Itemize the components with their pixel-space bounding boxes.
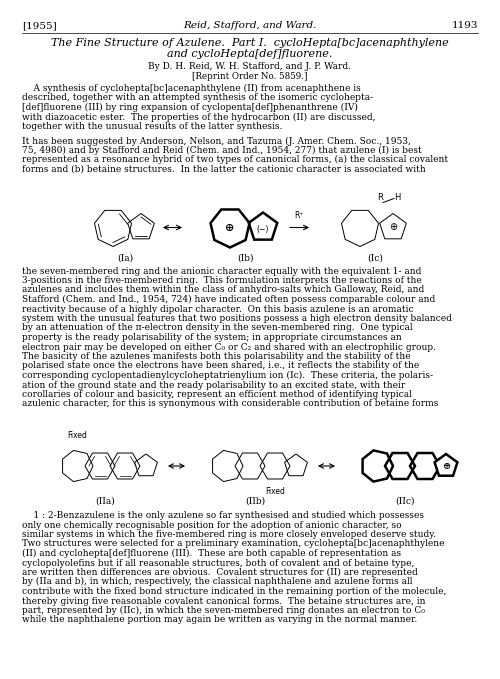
Text: It has been suggested by Anderson, Nelson, and Tazuma (J. Amer. Chem. Soc., 1953: It has been suggested by Anderson, Nelso… (22, 136, 411, 145)
Text: system with the unusual features that two positions possess a high electron dens: system with the unusual features that tw… (22, 314, 452, 323)
Text: together with the unusual results of the latter synthesis.: together with the unusual results of the… (22, 122, 282, 131)
Text: Fixed: Fixed (265, 487, 285, 496)
Text: are written then differences are obvious.  Covalent structures for (II) are repr: are written then differences are obvious… (22, 568, 418, 577)
Text: ⊕: ⊕ (442, 461, 450, 471)
Text: [Reprint Order No. 5859.]: [Reprint Order No. 5859.] (192, 72, 308, 81)
Text: ⊕: ⊕ (389, 223, 397, 232)
Text: azulenic character, for this is synonymous with considerable contribution of bet: azulenic character, for this is synonymo… (22, 399, 438, 409)
Text: only one chemically recognisable position for the adoption of anionic character,: only one chemically recognisable positio… (22, 521, 402, 530)
Text: represented as a resonance hybrid of two types of canonical forms, (a) the class: represented as a resonance hybrid of two… (22, 155, 448, 164)
Text: thereby giving five reasonable covalent canonical forms.  The betaine structures: thereby giving five reasonable covalent … (22, 596, 425, 606)
Text: R: R (377, 193, 383, 202)
Text: similar systems in which the five-membered ring is more closely enveloped deserv: similar systems in which the five-member… (22, 530, 436, 539)
Text: (II) and cyclohepta[def]fluorene (III).  These are both capable of representatio: (II) and cyclohepta[def]fluorene (III). … (22, 549, 401, 558)
Text: The Fine Structure of Azulene.  Part I.  cycloHepta[bc]acenaphthylene: The Fine Structure of Azulene. Part I. c… (51, 38, 449, 48)
Text: The basicity of the azulenes manifests both this polarisability and the stabilit: The basicity of the azulenes manifests b… (22, 352, 410, 361)
Text: Stafford (Chem. and Ind., 1954, 724) have indicated often possess comparable col: Stafford (Chem. and Ind., 1954, 724) hav… (22, 295, 435, 304)
Text: R⁺: R⁺ (294, 210, 304, 219)
Text: (Ib): (Ib) (237, 253, 254, 263)
Text: corresponding cyclopentadienylcycloheptatrienylium ion (Ic).  These criteria, th: corresponding cyclopentadienylcyclohepta… (22, 371, 433, 380)
Text: polarised state once the electrons have been shared, i.e., it reflects the stabi: polarised state once the electrons have … (22, 361, 419, 371)
Text: while the naphthalene portion may again be written as varying in the normal mann: while the naphthalene portion may again … (22, 615, 417, 625)
Text: 1193: 1193 (452, 21, 478, 30)
Polygon shape (434, 454, 458, 476)
Text: reactivity because of a highly dipolar character.  On this basis azulene is an a: reactivity because of a highly dipolar c… (22, 304, 413, 314)
Text: [def]fluorene (III) by ring expansion of cyclopenta[def]phenanthrene (IV): [def]fluorene (III) by ring expansion of… (22, 103, 358, 112)
Text: A synthesis of cyclohepta[bc]acenaphthylene (II) from acenaphthene is: A synthesis of cyclohepta[bc]acenaphthyl… (22, 84, 361, 93)
Text: by (IIa and b), in which, respectively, the classical naphthalene and azulene fo: by (IIa and b), in which, respectively, … (22, 577, 412, 587)
Text: H: H (394, 193, 400, 202)
Text: electron pair may be developed on either C₀ or C₂ and shared with an electrophil: electron pair may be developed on either… (22, 342, 436, 352)
Text: (Ia): (Ia) (117, 253, 133, 263)
Text: Fixed: Fixed (67, 431, 87, 440)
Text: (Ic): (Ic) (367, 253, 383, 263)
Text: and cycloHepta[def]fluorene.: and cycloHepta[def]fluorene. (168, 49, 332, 59)
Text: By D. H. Reid, W. H. Stafford, and J. P. Ward.: By D. H. Reid, W. H. Stafford, and J. P.… (148, 62, 352, 71)
Text: (−): (−) (257, 225, 269, 234)
Text: cyclopolyolefins but if all reasonable structures, both of covalent and of betai: cyclopolyolefins but if all reasonable s… (22, 559, 414, 568)
Text: forms and (b) betaine structures.  In the latter the cationic character is assoc: forms and (b) betaine structures. In the… (22, 165, 426, 174)
Text: corollaries of colour and basicity, represent an efficient method of identifying: corollaries of colour and basicity, repr… (22, 390, 412, 399)
Text: ation of the ground state and the ready polarisability to an excited state, with: ation of the ground state and the ready … (22, 380, 405, 390)
Text: Reid, Stafford, and Ward.: Reid, Stafford, and Ward. (184, 21, 316, 30)
Text: (IIa): (IIa) (95, 497, 115, 506)
Text: by an attenuation of the π-electron density in the seven-membered ring.  One typ: by an attenuation of the π-electron dens… (22, 323, 412, 333)
Text: contribute with the fixed bond structure indicated in the remaining portion of t: contribute with the fixed bond structure… (22, 587, 446, 596)
Text: Two structures were selected for a preliminary examination, cyclohepta[bc]acenap: Two structures were selected for a preli… (22, 540, 444, 549)
Text: the seven-membered ring and the anionic character equally with the equivalent 1-: the seven-membered ring and the anionic … (22, 266, 421, 276)
Text: 75, 4980) and by Stafford and Reid (Chem. and Ind., 1954, 277) that azulene (I) : 75, 4980) and by Stafford and Reid (Chem… (22, 146, 422, 155)
Text: ⊕: ⊕ (226, 223, 234, 232)
Text: property is the ready polarisability of the system; in appropriate circumstances: property is the ready polarisability of … (22, 333, 402, 342)
Text: (IIc): (IIc) (395, 497, 415, 506)
Text: 3-positions in the five-membered ring.  This formulation interprets the reaction: 3-positions in the five-membered ring. T… (22, 276, 422, 285)
Text: part, represented by (IIc), in which the seven-membered ring donates an electron: part, represented by (IIc), in which the… (22, 606, 425, 615)
Text: 1 : 2-Benzazulene is the only azulene so far synthesised and studied which posse: 1 : 2-Benzazulene is the only azulene so… (22, 511, 424, 520)
Text: described, together with an attempted synthesis of the isomeric cyclohepta-: described, together with an attempted sy… (22, 94, 373, 103)
Text: with diazoacetic ester.  The properties of the hydrocarbon (II) are discussed,: with diazoacetic ester. The properties o… (22, 113, 376, 122)
Text: [1955]: [1955] (22, 21, 57, 30)
Text: azulenes and includes them within the class of anhydro-salts which Galloway, Rei: azulenes and includes them within the cl… (22, 285, 424, 295)
Text: (IIb): (IIb) (245, 497, 265, 506)
